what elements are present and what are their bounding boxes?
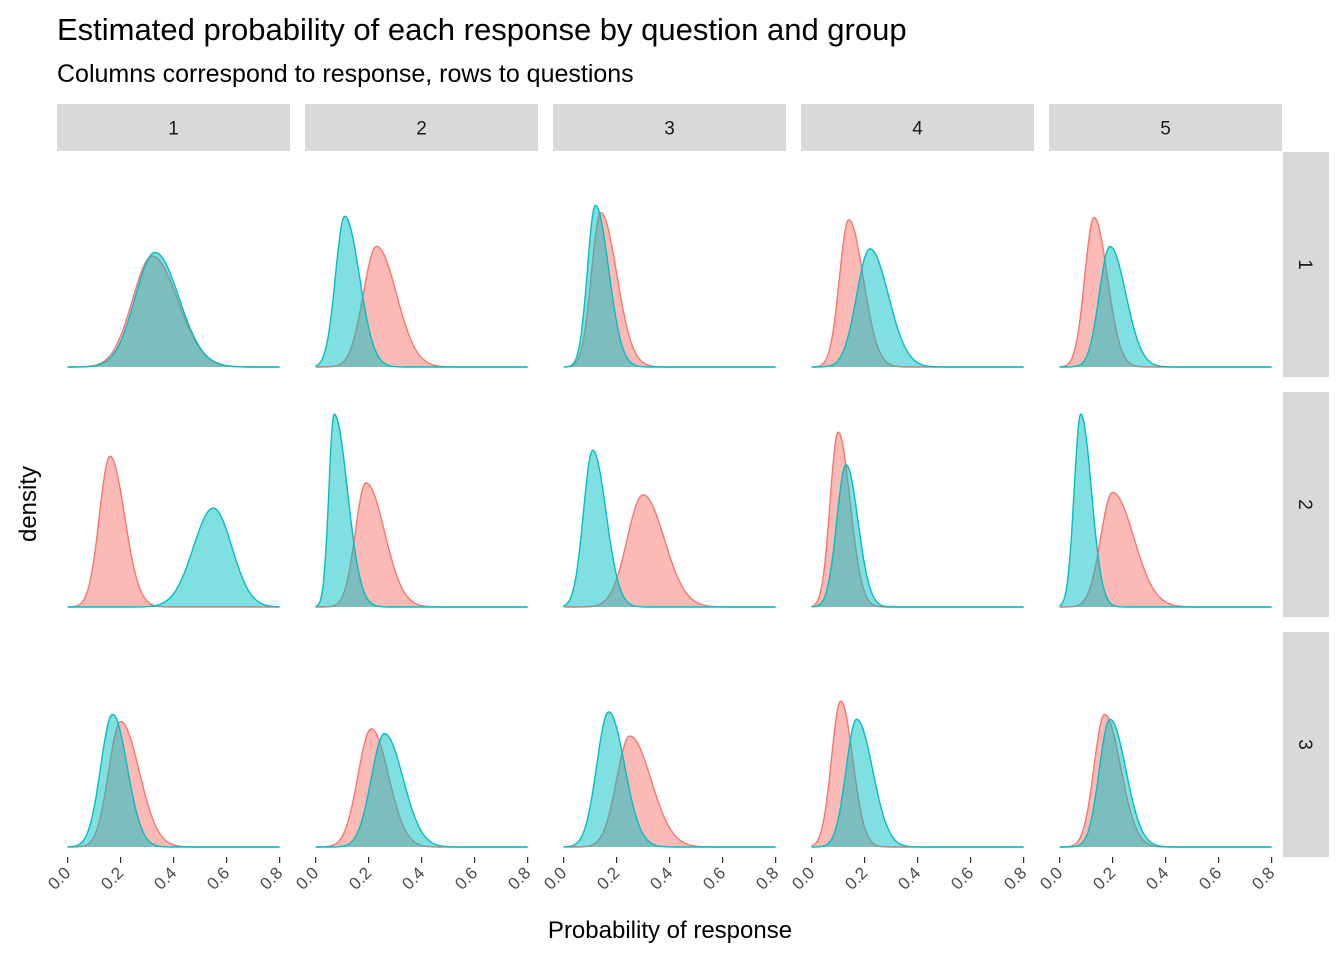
density-area — [315, 482, 528, 607]
density-area — [563, 450, 776, 607]
density-area — [1059, 492, 1272, 607]
density-area — [315, 414, 528, 607]
x-tick-label: 0.8 — [1000, 863, 1030, 893]
chart-title: Estimated probability of each response b… — [57, 12, 907, 47]
x-tick-label: 0.4 — [894, 863, 924, 893]
row-strip-label: 1 — [1294, 259, 1315, 270]
x-tick-label: 0.2 — [1089, 863, 1119, 893]
x-tick-label: 0.4 — [150, 863, 180, 893]
column-strip-label: 4 — [912, 119, 923, 140]
density-area — [315, 728, 528, 847]
x-tick-label: 0.0 — [44, 863, 74, 893]
density-area — [67, 252, 280, 367]
x-tick-label: 0.2 — [841, 863, 871, 893]
density-area — [563, 205, 776, 367]
density-line — [1059, 245, 1272, 368]
x-tick-label: 0.0 — [292, 863, 322, 893]
density-area — [811, 719, 1024, 847]
density-line — [811, 248, 1024, 368]
density-area — [67, 508, 280, 607]
density-line — [563, 449, 776, 608]
column-strip — [57, 104, 290, 151]
density-area — [811, 248, 1024, 367]
density-line — [315, 732, 528, 848]
x-tick-label: 0.2 — [97, 863, 127, 893]
x-tick-label: 0.8 — [1248, 863, 1278, 893]
density-area — [67, 456, 280, 607]
x-tick-label: 0.4 — [1142, 863, 1172, 893]
x-tick-label: 0.8 — [504, 863, 534, 893]
density-line — [67, 507, 280, 608]
density-area — [563, 494, 776, 607]
x-axis-label: Probability of response — [547, 917, 793, 944]
density-line — [1059, 413, 1272, 608]
x-tick-label: 0.4 — [398, 863, 428, 893]
chart-subtitle: Columns correspond to response, rows to … — [57, 60, 634, 88]
density-area — [563, 711, 776, 847]
column-strip — [553, 104, 786, 151]
density-line — [811, 463, 1024, 608]
x-tick-label: 0.2 — [345, 863, 375, 893]
row-strip — [1283, 392, 1329, 617]
density-area — [1059, 414, 1272, 607]
row-strip-label: 2 — [1294, 499, 1315, 510]
x-tick-label: 0.6 — [947, 863, 977, 893]
density-line — [563, 711, 776, 848]
x-tick-label: 0.2 — [593, 863, 623, 893]
column-strip — [801, 104, 1034, 151]
column-strip-label: 5 — [1160, 119, 1171, 140]
column-strip-label: 2 — [416, 119, 427, 140]
column-strip-label: 3 — [664, 119, 675, 140]
density-area — [315, 216, 528, 367]
column-strip — [1049, 104, 1282, 151]
x-tick-label: 0.0 — [540, 863, 570, 893]
density-area — [1059, 246, 1272, 367]
row-strip — [1283, 632, 1329, 857]
density-area — [811, 464, 1024, 607]
x-tick-label: 0.8 — [256, 863, 286, 893]
x-tick-label: 0.8 — [752, 863, 782, 893]
x-tick-label: 0.0 — [788, 863, 818, 893]
density-line — [563, 204, 776, 368]
density-area — [315, 733, 528, 847]
x-tick-label: 0.4 — [646, 863, 676, 893]
x-tick-label: 0.6 — [1195, 863, 1225, 893]
density-line — [67, 713, 280, 848]
density-line — [1059, 718, 1272, 848]
density-line — [315, 215, 528, 368]
density-area — [1059, 719, 1272, 847]
row-strip — [1283, 152, 1329, 377]
x-tick-label: 0.6 — [203, 863, 233, 893]
column-strip-label: 1 — [168, 119, 179, 140]
density-line — [67, 251, 280, 368]
density-line — [811, 718, 1024, 848]
column-strip — [305, 104, 538, 151]
density-area — [67, 714, 280, 847]
row-strip-label: 3 — [1294, 739, 1315, 750]
x-tick-label: 0.6 — [699, 863, 729, 893]
x-tick-label: 0.0 — [1036, 863, 1066, 893]
x-tick-label: 0.6 — [451, 863, 481, 893]
density-line — [315, 413, 528, 608]
